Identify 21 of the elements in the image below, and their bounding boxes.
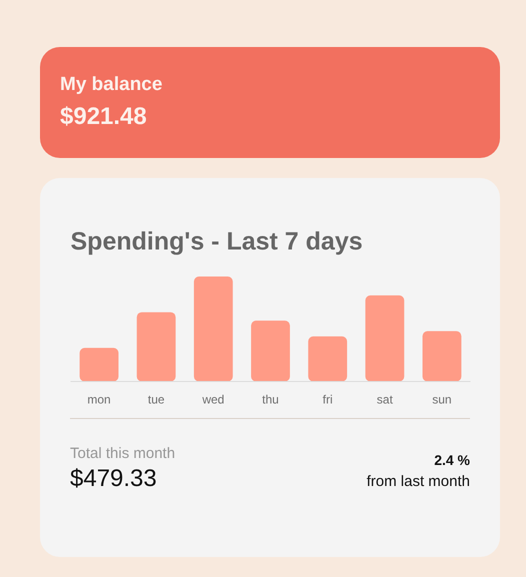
x-tick-label: sat <box>376 392 394 406</box>
text: My balance <box>60 74 162 96</box>
x-tick-label: tue <box>148 392 165 406</box>
bar <box>251 320 290 382</box>
bar <box>194 276 233 382</box>
text: $921.48 <box>60 103 147 131</box>
text: from last month <box>366 473 470 491</box>
bar <box>365 295 404 382</box>
bar <box>136 312 176 382</box>
text: $479.33 <box>70 465 157 493</box>
x-tick-label: wed <box>201 392 224 406</box>
x-tick-label: mon <box>87 392 111 406</box>
x-tick-label: thu <box>262 392 279 406</box>
chart-title: Spending's - Last 7 days <box>70 228 363 256</box>
bar <box>80 348 118 382</box>
x-tick-label: fri <box>322 392 333 406</box>
x-tick-label: sun <box>432 392 452 406</box>
text: Total this month <box>70 445 176 463</box>
text: 2.4 % <box>434 452 470 469</box>
bar <box>422 331 462 382</box>
bar <box>308 336 348 382</box>
